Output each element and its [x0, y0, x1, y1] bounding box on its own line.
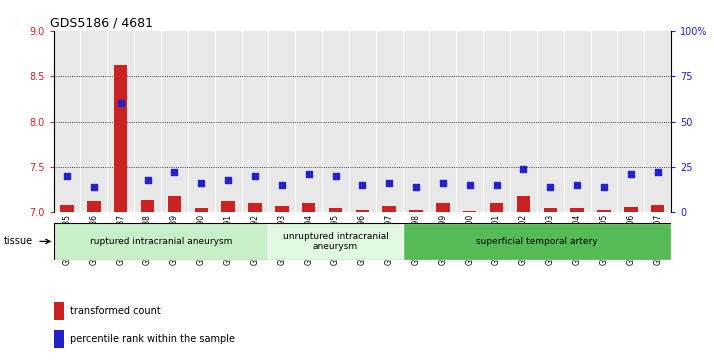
Point	[598, 184, 610, 190]
Bar	[490, 203, 503, 212]
Bar	[356, 209, 369, 212]
Bar	[268, 223, 403, 260]
Point	[169, 170, 180, 175]
Point	[545, 184, 556, 190]
Point	[357, 182, 368, 188]
Bar	[275, 206, 288, 212]
Point	[88, 184, 99, 190]
Text: unruptured intracranial
aneurysm: unruptured intracranial aneurysm	[283, 232, 388, 251]
Text: GDS5186 / 4681: GDS5186 / 4681	[51, 17, 154, 30]
Bar	[624, 207, 638, 212]
Point	[142, 177, 154, 183]
Bar	[403, 223, 671, 260]
Point	[61, 173, 73, 179]
Point	[491, 182, 503, 188]
Bar	[543, 208, 557, 212]
Point	[464, 182, 476, 188]
Text: percentile rank within the sample: percentile rank within the sample	[69, 334, 235, 344]
Bar	[87, 201, 101, 212]
Bar	[248, 203, 261, 212]
Bar	[409, 209, 423, 212]
Bar	[302, 203, 316, 212]
Bar	[570, 208, 584, 212]
Bar	[194, 208, 208, 212]
Text: tissue: tissue	[4, 236, 33, 246]
Bar	[54, 223, 268, 260]
Bar	[436, 203, 450, 212]
Bar	[168, 196, 181, 212]
Point	[411, 184, 422, 190]
Point	[249, 173, 261, 179]
Bar	[114, 65, 127, 212]
Text: superficial temporal artery: superficial temporal artery	[476, 237, 598, 246]
Point	[652, 170, 663, 175]
Bar	[463, 211, 476, 212]
Bar	[60, 205, 74, 212]
Bar	[651, 205, 665, 212]
Bar	[54, 302, 64, 320]
Point	[625, 171, 637, 177]
Point	[383, 180, 395, 186]
Point	[518, 166, 529, 172]
Point	[303, 171, 314, 177]
Point	[330, 173, 341, 179]
Bar	[141, 200, 154, 212]
Text: transformed count: transformed count	[69, 306, 161, 316]
Point	[276, 182, 288, 188]
Point	[196, 180, 207, 186]
Point	[115, 101, 126, 106]
Text: ruptured intracranial aneurysm: ruptured intracranial aneurysm	[90, 237, 232, 246]
Point	[571, 182, 583, 188]
Bar	[221, 201, 235, 212]
Point	[222, 177, 233, 183]
Point	[437, 180, 448, 186]
Bar	[328, 208, 342, 212]
Bar	[383, 206, 396, 212]
Bar	[517, 196, 531, 212]
Bar	[54, 330, 64, 348]
Bar	[598, 209, 610, 212]
